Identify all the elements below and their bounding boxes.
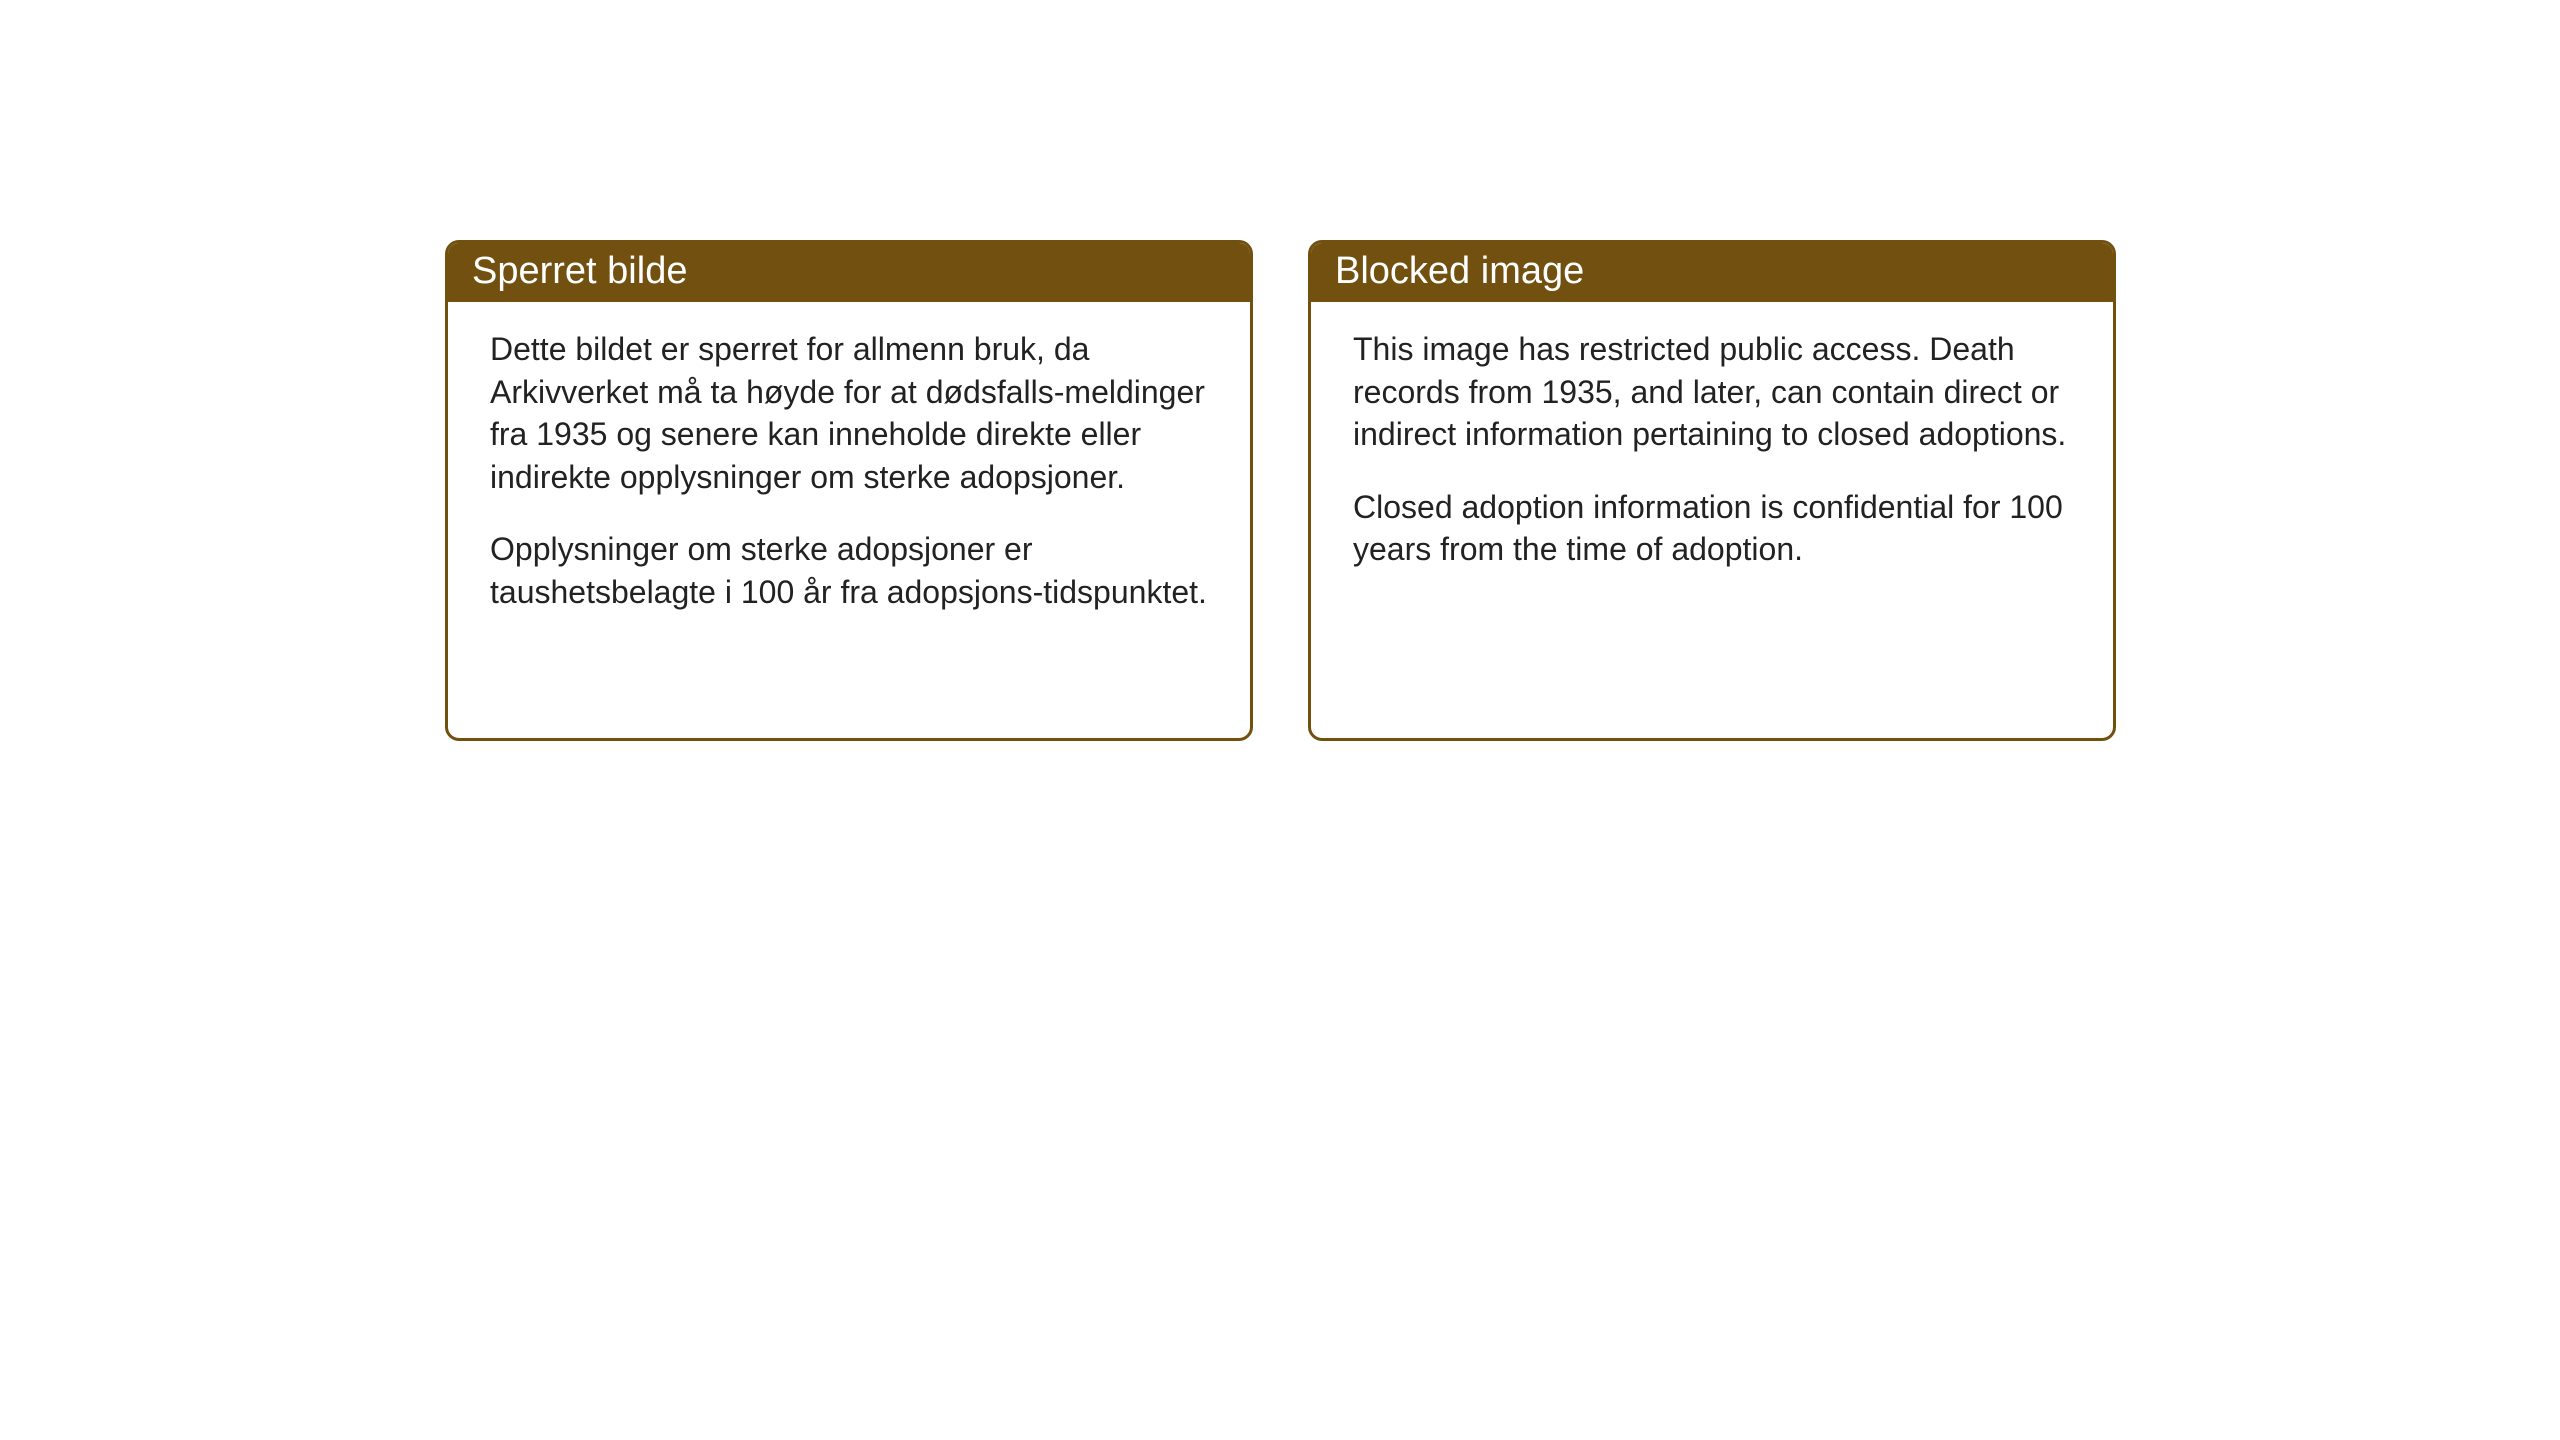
notice-container: Sperret bilde Dette bildet er sperret fo…: [445, 240, 2116, 741]
card-title-norwegian: Sperret bilde: [472, 250, 687, 292]
notice-card-english: Blocked image This image has restricted …: [1308, 240, 2116, 741]
card-header-english: Blocked image: [1311, 243, 2113, 302]
card-paragraph-2-english: Closed adoption information is confident…: [1353, 486, 2071, 571]
card-header-norwegian: Sperret bilde: [448, 243, 1250, 302]
card-paragraph-1-norwegian: Dette bildet er sperret for allmenn bruk…: [490, 328, 1208, 498]
card-body-norwegian: Dette bildet er sperret for allmenn bruk…: [448, 302, 1250, 738]
card-title-english: Blocked image: [1335, 250, 1584, 292]
card-paragraph-1-english: This image has restricted public access.…: [1353, 328, 2071, 456]
card-paragraph-2-norwegian: Opplysninger om sterke adopsjoner er tau…: [490, 528, 1208, 613]
card-body-english: This image has restricted public access.…: [1311, 302, 2113, 738]
notice-card-norwegian: Sperret bilde Dette bildet er sperret fo…: [445, 240, 1253, 741]
